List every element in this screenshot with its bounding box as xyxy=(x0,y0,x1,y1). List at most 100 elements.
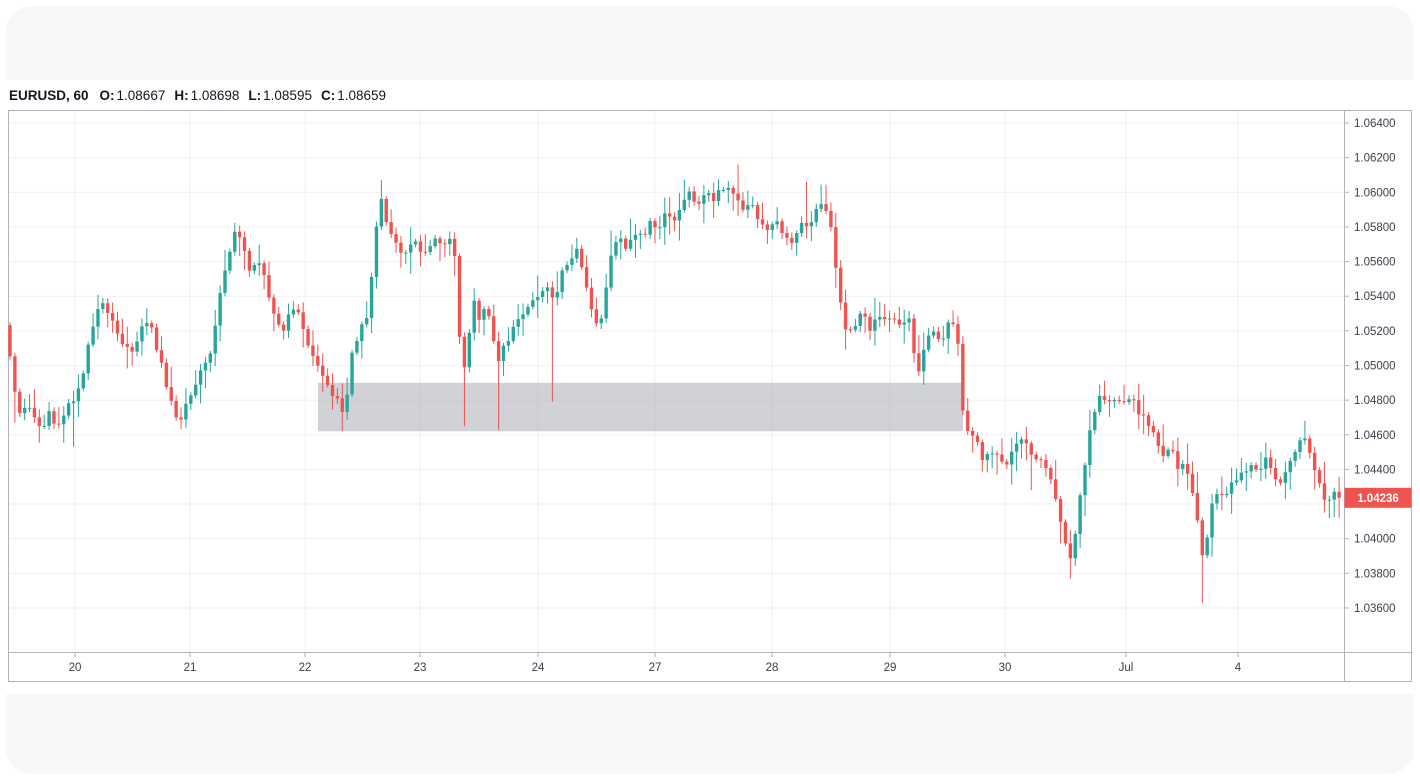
candle[interactable] xyxy=(1195,493,1200,521)
candle[interactable] xyxy=(790,237,794,243)
candle[interactable] xyxy=(565,264,569,271)
candle[interactable] xyxy=(1312,452,1317,471)
candle[interactable] xyxy=(42,425,46,427)
candle[interactable] xyxy=(257,263,261,266)
candle[interactable] xyxy=(66,403,71,416)
candle[interactable] xyxy=(521,314,525,320)
candle[interactable] xyxy=(863,313,867,317)
candle[interactable] xyxy=(619,238,623,243)
candle[interactable] xyxy=(91,326,95,345)
candle[interactable] xyxy=(1014,443,1019,452)
candle[interactable] xyxy=(736,193,740,201)
candle[interactable] xyxy=(1093,411,1097,431)
candle[interactable] xyxy=(174,400,178,418)
candle[interactable] xyxy=(1249,465,1253,472)
candle[interactable] xyxy=(623,238,628,249)
candle[interactable] xyxy=(233,231,237,252)
candle[interactable] xyxy=(198,370,203,385)
candle[interactable] xyxy=(609,255,613,288)
candle[interactable] xyxy=(1317,470,1322,484)
candle[interactable] xyxy=(399,242,403,253)
candle[interactable] xyxy=(990,453,994,455)
candle[interactable] xyxy=(1278,479,1283,483)
candle[interactable] xyxy=(1337,491,1341,498)
candle[interactable] xyxy=(526,306,530,315)
candle[interactable] xyxy=(150,323,154,328)
candle[interactable] xyxy=(277,313,281,325)
candle[interactable] xyxy=(653,220,657,228)
candle[interactable] xyxy=(702,195,706,204)
candle[interactable] xyxy=(897,319,902,325)
candle[interactable] xyxy=(707,193,711,196)
candle[interactable] xyxy=(1063,521,1068,544)
candle[interactable] xyxy=(492,316,496,342)
candle[interactable] xyxy=(770,224,774,231)
candle[interactable] xyxy=(902,322,906,325)
candle[interactable] xyxy=(663,213,667,228)
candle[interactable] xyxy=(52,411,56,424)
candle[interactable] xyxy=(555,292,559,298)
candle[interactable] xyxy=(575,248,579,259)
candle[interactable] xyxy=(829,210,833,228)
candle[interactable] xyxy=(1176,451,1180,469)
candle[interactable] xyxy=(868,316,872,331)
candle[interactable] xyxy=(316,355,320,366)
candle[interactable] xyxy=(692,191,696,202)
candle[interactable] xyxy=(1156,432,1160,446)
candle[interactable] xyxy=(511,326,515,342)
candle[interactable] xyxy=(418,241,423,252)
candle[interactable] xyxy=(711,193,716,202)
candle[interactable] xyxy=(1171,449,1175,452)
candle[interactable] xyxy=(120,333,125,345)
candle[interactable] xyxy=(506,341,511,346)
candle[interactable] xyxy=(1097,396,1102,412)
candle[interactable] xyxy=(115,320,120,334)
candle[interactable] xyxy=(482,309,486,320)
candle[interactable] xyxy=(81,373,85,389)
candle[interactable] xyxy=(892,318,897,320)
candle[interactable] xyxy=(96,309,100,327)
candle[interactable] xyxy=(130,346,134,352)
candle[interactable] xyxy=(531,300,535,307)
candle[interactable] xyxy=(599,318,603,324)
candle[interactable] xyxy=(887,318,892,320)
candle[interactable] xyxy=(936,331,941,339)
candle[interactable] xyxy=(819,204,823,209)
candle[interactable] xyxy=(1264,457,1268,469)
candle[interactable] xyxy=(223,270,227,293)
candle[interactable] xyxy=(1273,467,1278,480)
candle[interactable] xyxy=(726,187,730,190)
candle[interactable] xyxy=(560,270,564,293)
candle[interactable] xyxy=(169,387,173,401)
candle[interactable] xyxy=(355,341,359,353)
candle[interactable] xyxy=(716,190,721,202)
candle[interactable] xyxy=(760,219,765,225)
candle[interactable] xyxy=(47,411,51,426)
candle[interactable] xyxy=(1185,463,1190,474)
candle[interactable] xyxy=(408,244,413,253)
candle[interactable] xyxy=(1117,399,1121,402)
candle[interactable] xyxy=(154,327,159,351)
candle[interactable] xyxy=(1122,401,1126,403)
candle[interactable] xyxy=(1254,465,1258,470)
candle[interactable] xyxy=(1083,465,1087,496)
candles-layer[interactable] xyxy=(8,164,1341,603)
candle[interactable] xyxy=(1102,396,1107,400)
candle[interactable] xyxy=(580,248,584,268)
candle[interactable] xyxy=(1234,480,1239,483)
candle[interactable] xyxy=(110,312,115,321)
candle[interactable] xyxy=(785,232,789,238)
candle[interactable] xyxy=(995,453,999,455)
candle[interactable] xyxy=(18,391,22,414)
candle[interactable] xyxy=(638,233,643,235)
candle[interactable] xyxy=(824,204,828,211)
candle[interactable] xyxy=(311,345,315,356)
candle[interactable] xyxy=(13,356,17,392)
candle[interactable] xyxy=(27,407,32,409)
candle[interactable] xyxy=(272,297,276,314)
candle[interactable] xyxy=(570,258,574,265)
candle[interactable] xyxy=(1005,461,1009,465)
candle[interactable] xyxy=(687,191,691,200)
candle[interactable] xyxy=(1220,494,1224,496)
